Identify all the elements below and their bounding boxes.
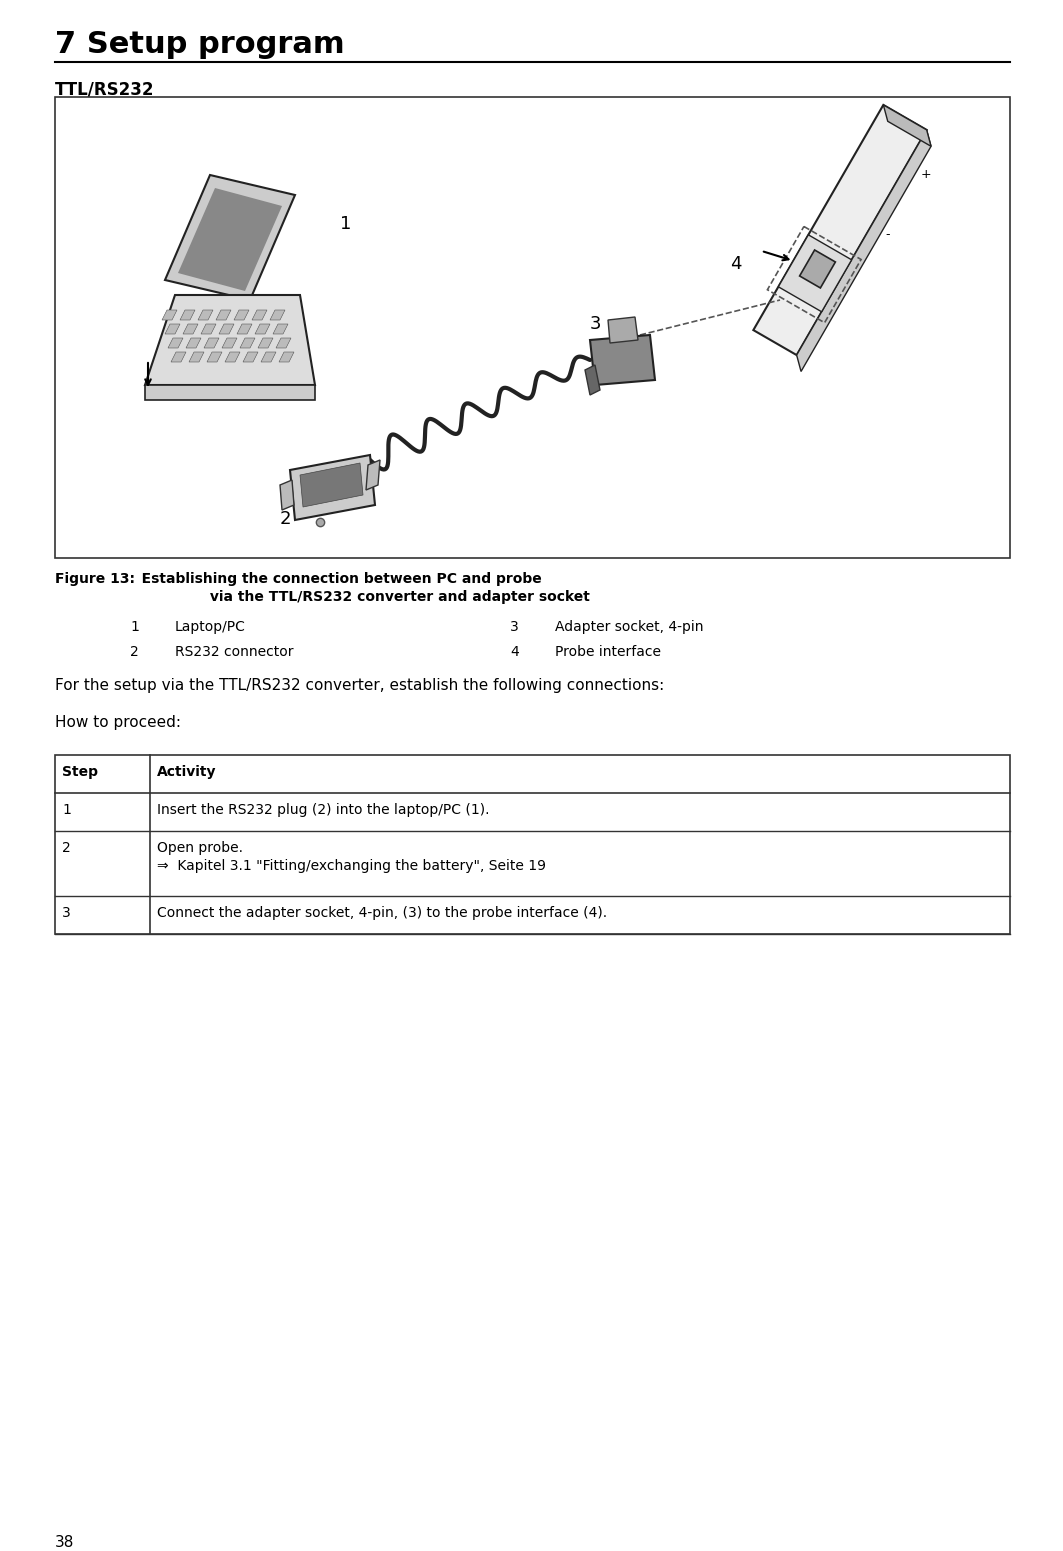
Text: How to proceed:: How to proceed: <box>55 715 181 731</box>
Polygon shape <box>186 338 201 347</box>
Text: Activity: Activity <box>157 765 217 779</box>
Bar <box>55 755 1010 934</box>
Text: ⇒  Kapitel 3.1 "Fitting/exchanging the battery", Seite 19: ⇒ Kapitel 3.1 "Fitting/exchanging the ba… <box>157 859 546 873</box>
Polygon shape <box>165 175 296 299</box>
Text: 3: 3 <box>590 315 602 333</box>
Polygon shape <box>252 310 267 320</box>
Text: Insert the RS232 plug (2) into the laptop/PC (1).: Insert the RS232 plug (2) into the lapto… <box>157 803 489 817</box>
Text: Open probe.: Open probe. <box>157 841 243 855</box>
Polygon shape <box>180 310 195 320</box>
Polygon shape <box>204 338 219 347</box>
Text: RS232 connector: RS232 connector <box>175 645 293 659</box>
Polygon shape <box>168 338 183 347</box>
Polygon shape <box>366 461 379 490</box>
Polygon shape <box>280 479 294 510</box>
Text: Probe interface: Probe interface <box>555 645 661 659</box>
Text: -: - <box>885 228 890 240</box>
Text: +: + <box>921 168 931 180</box>
Polygon shape <box>590 335 655 385</box>
Polygon shape <box>778 234 851 312</box>
Polygon shape <box>198 310 213 320</box>
Polygon shape <box>216 310 231 320</box>
Polygon shape <box>234 310 249 320</box>
Polygon shape <box>219 324 234 333</box>
Polygon shape <box>201 324 216 333</box>
Text: 4: 4 <box>510 645 519 659</box>
Text: Step: Step <box>62 765 98 779</box>
Polygon shape <box>754 105 927 355</box>
Polygon shape <box>165 324 180 333</box>
Polygon shape <box>171 352 186 361</box>
Polygon shape <box>240 338 255 347</box>
Polygon shape <box>243 352 258 361</box>
Polygon shape <box>145 385 315 400</box>
Polygon shape <box>207 352 222 361</box>
Polygon shape <box>183 324 198 333</box>
Polygon shape <box>300 464 362 507</box>
Text: TTL/RS232: TTL/RS232 <box>55 81 154 98</box>
Polygon shape <box>796 130 931 372</box>
Polygon shape <box>799 250 836 288</box>
Polygon shape <box>162 310 178 320</box>
Polygon shape <box>258 338 273 347</box>
Polygon shape <box>178 188 282 292</box>
Bar <box>55 98 1010 558</box>
Polygon shape <box>290 454 375 520</box>
Text: Establishing the connection between PC and probe: Establishing the connection between PC a… <box>126 572 542 586</box>
Polygon shape <box>279 352 294 361</box>
Text: 2: 2 <box>130 645 139 659</box>
Polygon shape <box>222 338 237 347</box>
Text: via the TTL/RS232 converter and adapter socket: via the TTL/RS232 converter and adapter … <box>126 589 590 603</box>
Text: For the setup via the TTL/RS232 converter, establish the following connections:: For the setup via the TTL/RS232 converte… <box>55 678 664 693</box>
Text: Figure 13:: Figure 13: <box>55 572 135 586</box>
Polygon shape <box>255 324 270 333</box>
Text: 2: 2 <box>280 510 291 527</box>
Polygon shape <box>237 324 252 333</box>
Text: Adapter socket, 4-pin: Adapter socket, 4-pin <box>555 620 704 634</box>
Text: 7 Setup program: 7 Setup program <box>55 29 344 59</box>
Polygon shape <box>225 352 240 361</box>
Text: 1: 1 <box>340 216 352 233</box>
Polygon shape <box>270 310 285 320</box>
Polygon shape <box>883 105 931 146</box>
Text: 38: 38 <box>55 1535 74 1549</box>
Text: 1: 1 <box>130 620 139 634</box>
Text: 2: 2 <box>62 841 71 855</box>
Text: 4: 4 <box>730 254 742 273</box>
Polygon shape <box>145 295 315 385</box>
Text: Connect the adapter socket, 4-pin, (3) to the probe interface (4).: Connect the adapter socket, 4-pin, (3) t… <box>157 906 607 920</box>
Polygon shape <box>276 338 291 347</box>
Polygon shape <box>585 364 600 396</box>
Polygon shape <box>273 324 288 333</box>
Text: 3: 3 <box>62 906 71 920</box>
Text: 3: 3 <box>510 620 519 634</box>
Polygon shape <box>608 316 638 343</box>
Text: Laptop/PC: Laptop/PC <box>175 620 246 634</box>
Text: 1: 1 <box>62 803 71 817</box>
Polygon shape <box>189 352 204 361</box>
Polygon shape <box>261 352 276 361</box>
